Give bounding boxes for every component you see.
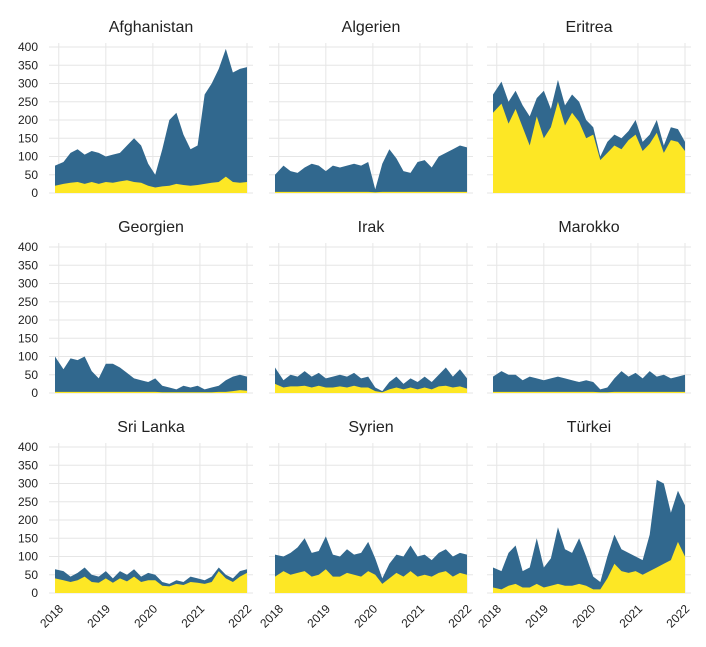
x-tick-label: 2021 [398, 601, 427, 630]
area-bottom-turkei [493, 541, 685, 593]
y-tick-label: 250 [18, 295, 38, 309]
y-tick-label: 50 [25, 168, 39, 182]
y-tick-label: 350 [18, 258, 38, 272]
area-bottom-eritrea [493, 101, 685, 193]
y-tick-label: 400 [18, 240, 38, 254]
x-tick-label: 2022 [664, 601, 693, 630]
area-bottom-irak [275, 383, 467, 393]
y-tick-label: 150 [18, 131, 38, 145]
y-tick-label: 0 [31, 386, 38, 400]
y-tick-label: 50 [25, 568, 39, 582]
y-tick-label: 200 [18, 313, 38, 327]
y-tick-label: 250 [18, 495, 38, 509]
y-tick-label: 200 [18, 513, 38, 527]
panel-afghanistan: Afghanistan 0 50 100 150 200 250 300 350 400 [18, 19, 253, 200]
panel-eritrea: Eritrea [487, 19, 691, 194]
y-tick-label: 150 [18, 531, 38, 545]
x-tick-label: 2022 [446, 601, 475, 630]
panel-sri-lanka: Sri Lanka 0 50 100 150 200 250 300 350 400 2018 201… [18, 419, 255, 630]
x-tick-label: 2019 [522, 601, 551, 630]
area-total-marokko [493, 371, 685, 393]
x-tick-label: 2021 [616, 601, 645, 630]
area-total-irak [275, 367, 467, 393]
area-total-afghanistan [55, 48, 247, 194]
x-tick-label: 2018 [257, 601, 286, 630]
panel-georgien: Georgien 0 50 100 150 200 250 300 350 400 [18, 219, 253, 400]
y-tick-label: 400 [18, 40, 38, 54]
x-tick-label: 2019 [84, 601, 113, 630]
panel-turkei: Türkei 2018 2019 2020 2021 2022 [475, 419, 692, 630]
panel-irak: Irak [269, 219, 473, 394]
panel-title: Türkei [567, 419, 611, 436]
area-bottom-syrien [275, 569, 467, 593]
y-tick-label: 0 [31, 586, 38, 600]
panel-title: Georgien [118, 219, 184, 236]
y-tick-label: 50 [25, 368, 39, 382]
area-bottom-afghanistan [55, 176, 247, 193]
y-tick-label: 350 [18, 58, 38, 72]
y-tick-label: 400 [18, 440, 38, 454]
y-tick-label: 300 [18, 77, 38, 91]
area-total-algerien [275, 145, 467, 193]
y-tick-label: 250 [18, 95, 38, 109]
y-tick-label: 0 [31, 186, 38, 200]
area-bottom-marokko [493, 391, 685, 393]
y-tick-label: 100 [18, 150, 38, 164]
x-tick-label: 2020 [569, 601, 598, 630]
panel-syrien: Syrien 2018 2019 2020 2021 2022 [257, 419, 474, 630]
x-tick-label: 2021 [178, 601, 207, 630]
y-tick-label: 100 [18, 550, 38, 564]
area-total-georgien [55, 356, 247, 393]
x-tick-label: 2020 [351, 601, 380, 630]
area-bottom-georgien [55, 390, 247, 393]
x-tick-label: 2019 [304, 601, 333, 630]
panel-title: Sri Lanka [117, 419, 185, 436]
panel-algerien: Algerien [269, 19, 473, 194]
panel-title: Irak [358, 219, 386, 236]
x-tick-label: 2018 [475, 601, 504, 630]
y-tick-label: 200 [18, 113, 38, 127]
panel-title: Afghanistan [109, 19, 194, 36]
x-tick-label: 2018 [37, 601, 66, 630]
panel-title: Marokko [558, 219, 619, 236]
panel-title: Eritrea [565, 19, 612, 36]
x-tick-label: 2020 [131, 601, 160, 630]
y-tick-label: 100 [18, 350, 38, 364]
panel-marokko: Marokko [487, 219, 691, 394]
panel-title: Algerien [342, 19, 401, 36]
area-bottom-sri-lanka [55, 571, 247, 593]
y-tick-label: 300 [18, 277, 38, 291]
area-bottom-algerien [275, 191, 467, 193]
x-tick-label: 2022 [226, 601, 255, 630]
y-tick-label: 350 [18, 458, 38, 472]
panel-title: Syrien [348, 419, 393, 436]
area-total-turkei [493, 479, 685, 593]
y-tick-label: 150 [18, 331, 38, 345]
y-tick-label: 300 [18, 477, 38, 491]
